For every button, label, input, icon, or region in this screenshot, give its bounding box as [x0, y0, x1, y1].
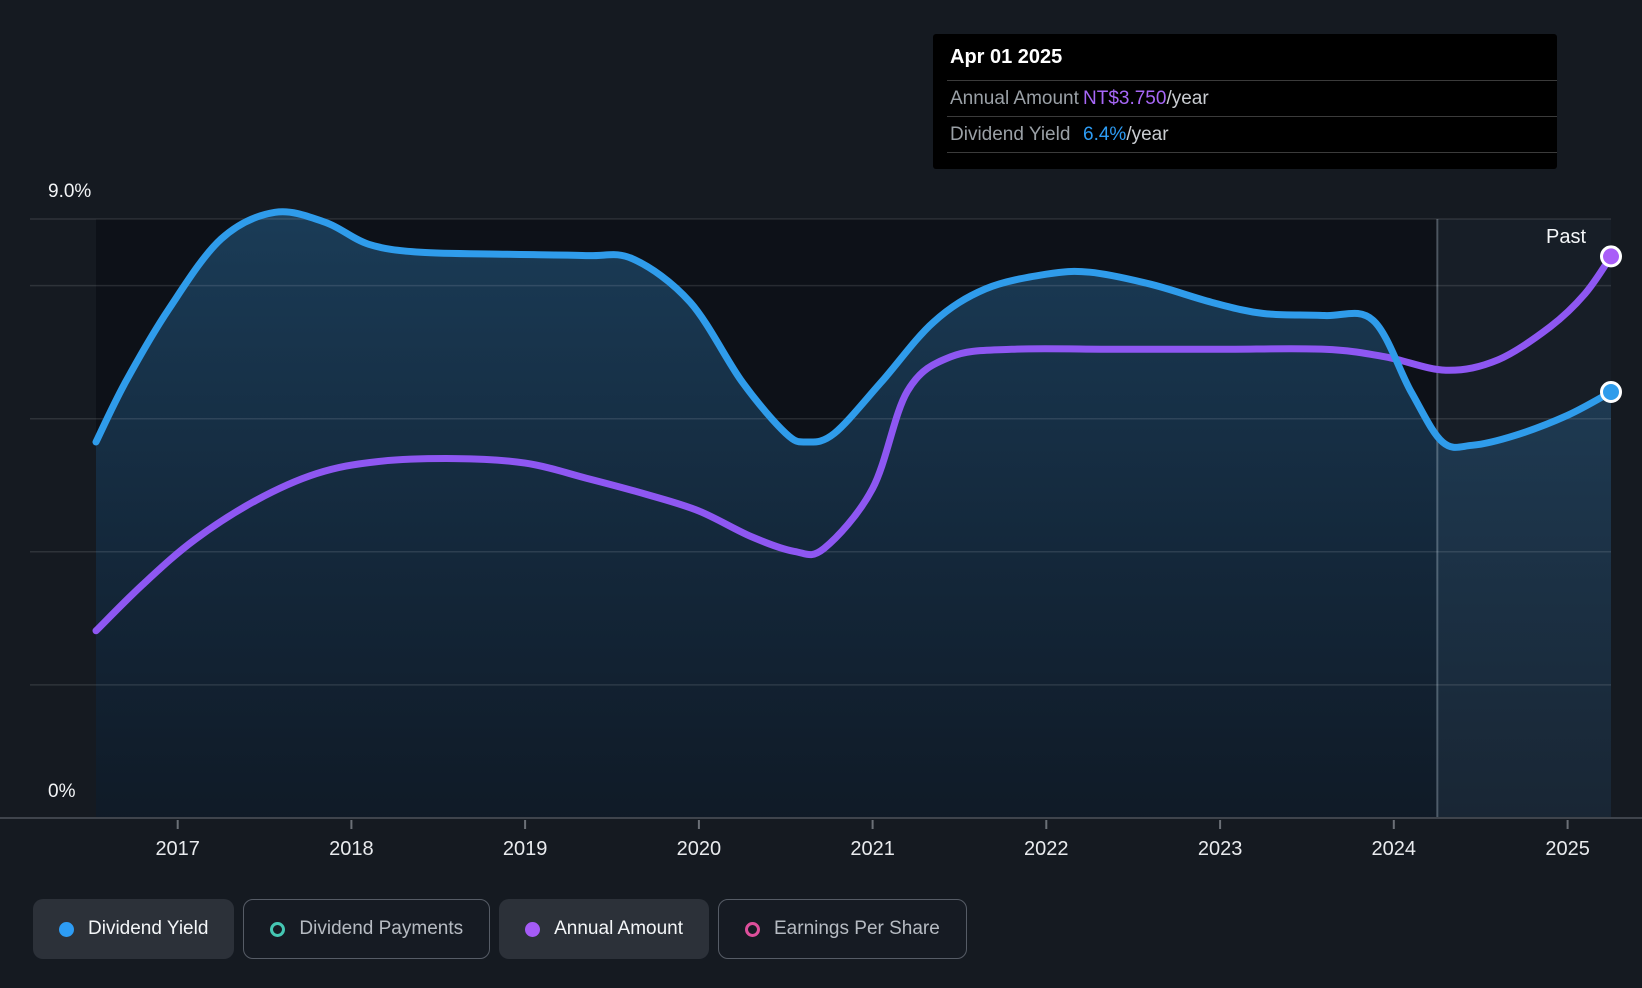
- x-tick-label: 2021: [850, 838, 895, 860]
- tooltip-dividend-yield-value: 6.4%: [1083, 123, 1127, 145]
- x-tick-label: 2025: [1545, 838, 1590, 860]
- tooltip-row-dividend-yield: Dividend Yield 6.4%/year: [947, 116, 1557, 152]
- dividend-yield-line[interactable]: [92, 208, 1615, 451]
- legend-chip-annual-amount[interactable]: Annual Amount: [499, 899, 709, 959]
- dividend-yield-end-marker[interactable]: [1600, 381, 1622, 403]
- tooltip-footer: [947, 152, 1557, 169]
- legend-ring-icon: [745, 921, 760, 937]
- legend-dot-icon: [59, 921, 74, 937]
- y-axis-max-label: 9.0%: [48, 181, 92, 202]
- legend-chip-label: Annual Amount: [554, 918, 683, 939]
- legend-dot-icon: [525, 921, 541, 937]
- y-axis-min-label: 0%: [48, 781, 76, 802]
- legend-chip-dividend-payments[interactable]: Dividend Payments: [243, 899, 491, 959]
- x-tick-label: 2022: [1024, 838, 1069, 860]
- legend-chip-earnings-per-share[interactable]: Earnings Per Share: [718, 899, 967, 959]
- x-tick-label: 2019: [503, 838, 548, 860]
- tooltip-dividend-yield-label: Dividend Yield: [950, 123, 1071, 145]
- annual-amount-end-marker[interactable]: [1600, 245, 1622, 268]
- tooltip-row-annual-amount: Annual Amount NT$3.750/year: [947, 80, 1557, 116]
- x-tick-label: 2024: [1372, 838, 1417, 860]
- legend-chip-label: Dividend Yield: [88, 918, 209, 939]
- tooltip-dividend-yield-suffix: /year: [1126, 123, 1169, 145]
- legend-ring-icon: [270, 921, 286, 937]
- legend-chip-dividend-yield[interactable]: Dividend Yield: [33, 899, 235, 959]
- legend: Dividend Yield Dividend Payments Annual Am…: [33, 899, 967, 959]
- annual-amount-line[interactable]: [92, 252, 1615, 635]
- x-tick-label: 2018: [329, 838, 374, 860]
- x-tick-label: 2023: [1198, 838, 1243, 860]
- x-tick-label: 2017: [155, 838, 200, 860]
- tooltip-annual-amount-value: NT$3.750: [1083, 87, 1167, 109]
- tooltip-annual-amount-label: Annual Amount: [950, 87, 1079, 109]
- past-region-label: Past: [1546, 226, 1587, 248]
- legend-chip-label: Dividend Payments: [299, 918, 464, 939]
- tooltip-annual-amount-suffix: /year: [1166, 87, 1209, 109]
- x-tick-label: 2020: [677, 838, 722, 860]
- hover-tooltip: Apr 01 2025 Annual Amount NT$3.750/year …: [933, 34, 1557, 169]
- legend-chip-label: Earnings Per Share: [774, 918, 940, 939]
- tooltip-date: Apr 01 2025: [950, 45, 1063, 68]
